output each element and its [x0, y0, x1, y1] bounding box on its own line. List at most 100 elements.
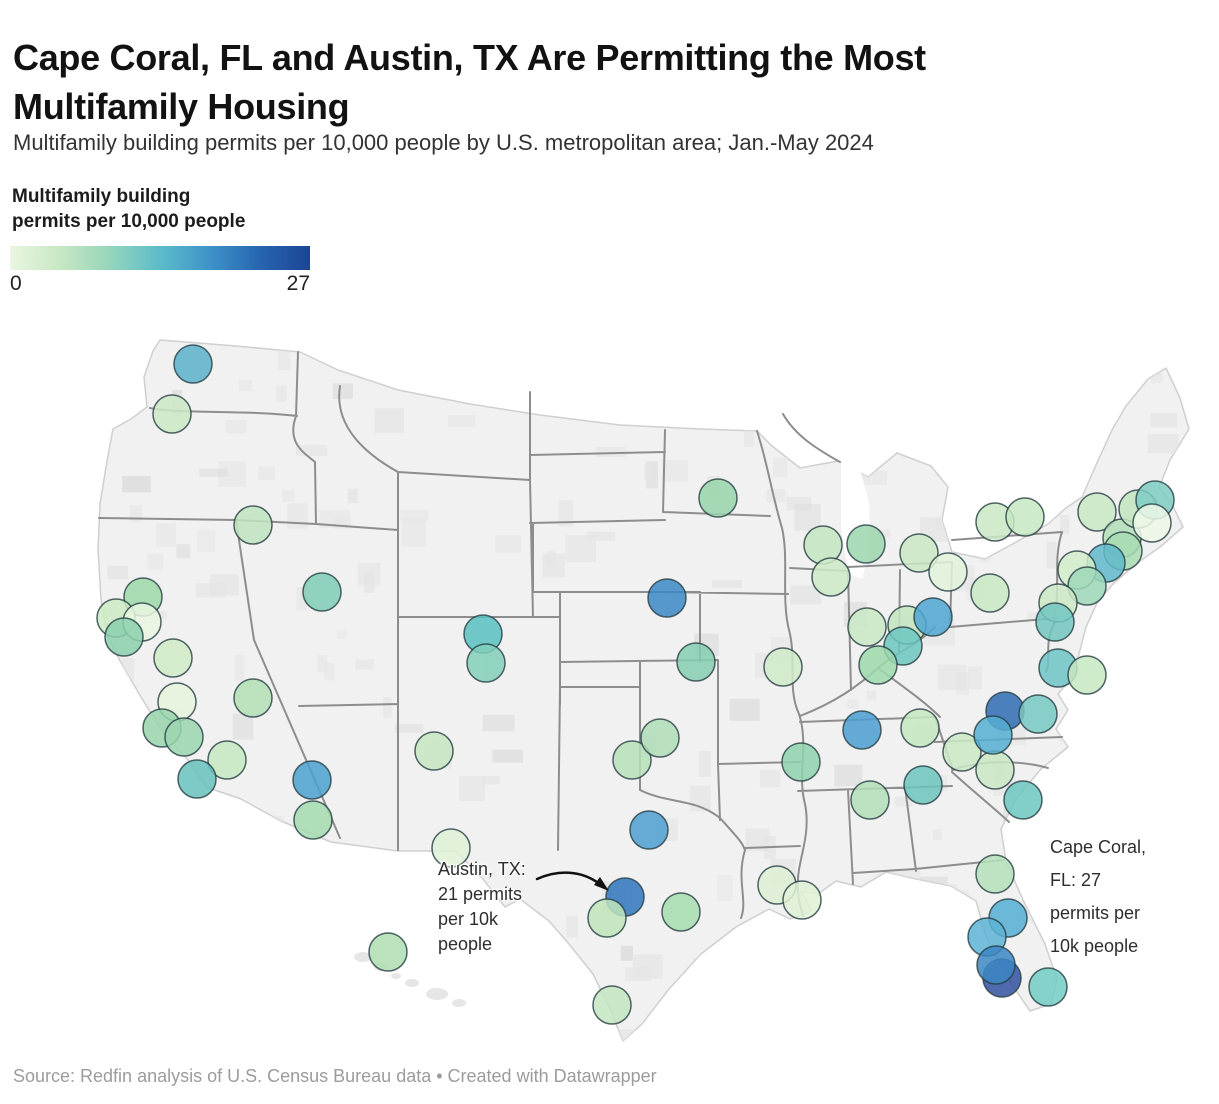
county-patch	[147, 553, 164, 570]
metro-symbol[interactable]	[587, 898, 627, 938]
county-patch	[125, 352, 148, 367]
county-patch	[1071, 405, 1084, 428]
county-patch	[729, 698, 760, 721]
metro-symbol[interactable]	[104, 617, 144, 657]
metro-symbol[interactable]	[928, 552, 968, 592]
county-patch	[107, 565, 129, 580]
county-patch	[595, 446, 627, 458]
metro-symbol[interactable]	[431, 828, 471, 868]
metro-symbol[interactable]	[207, 740, 247, 780]
metro-symbol[interactable]	[846, 524, 886, 564]
county-patch	[776, 1017, 791, 1039]
metro-symbol[interactable]	[976, 945, 1016, 985]
metro-symbol[interactable]	[612, 740, 652, 780]
county-patch	[106, 786, 132, 803]
county-patch	[1147, 433, 1179, 454]
metro-symbol[interactable]	[858, 645, 898, 685]
metro-symbol[interactable]	[466, 643, 506, 683]
county-patch	[928, 941, 940, 958]
county-patch	[856, 407, 889, 426]
county-patch	[407, 955, 427, 973]
metro-symbol[interactable]	[293, 800, 333, 840]
metro-symbol[interactable]	[1005, 497, 1045, 537]
county-patch	[558, 500, 574, 527]
county-patch	[644, 463, 654, 481]
county-patch	[295, 445, 328, 457]
county-patch	[374, 408, 404, 434]
metro-symbol[interactable]	[177, 759, 217, 799]
metro-symbol[interactable]	[292, 760, 332, 800]
legend-title-line2: permits per 10,000 people	[12, 211, 246, 233]
county-patch	[143, 907, 152, 934]
metro-symbol[interactable]	[811, 557, 851, 597]
county-patch	[484, 350, 495, 368]
metro-symbol[interactable]	[1067, 655, 1107, 695]
county-patch	[682, 987, 699, 1003]
county-patch	[272, 815, 285, 828]
metro-symbol[interactable]	[850, 780, 890, 820]
county-patch	[121, 909, 143, 924]
metro-symbol[interactable]	[1003, 780, 1043, 820]
metro-symbol[interactable]	[629, 810, 669, 850]
metro-symbol[interactable]	[173, 344, 213, 384]
metro-symbol[interactable]	[942, 732, 982, 772]
metro-symbol[interactable]	[676, 642, 716, 682]
metro-symbol[interactable]	[975, 854, 1015, 894]
metro-symbol[interactable]	[233, 678, 273, 718]
county-patch	[276, 385, 287, 402]
county-patch	[482, 714, 515, 732]
legend-max-label: 27	[286, 272, 310, 295]
metro-symbol[interactable]	[899, 533, 939, 573]
county-patch	[225, 420, 247, 434]
metro-symbol[interactable]	[975, 750, 1015, 790]
county-patch	[612, 1029, 638, 1041]
county-patch	[620, 945, 633, 961]
metro-symbol[interactable]	[647, 578, 687, 618]
metro-symbol[interactable]	[973, 715, 1013, 755]
county-patch	[1180, 611, 1189, 638]
county-patch	[967, 666, 982, 690]
metro-symbol[interactable]	[1028, 967, 1068, 1007]
metro-symbol[interactable]	[763, 647, 803, 687]
county-patch	[586, 531, 616, 541]
county-patch	[271, 978, 302, 991]
county-patch	[766, 489, 786, 503]
metro-symbol[interactable]	[414, 731, 454, 771]
metro-symbol[interactable]	[302, 572, 342, 612]
metro-symbol[interactable]	[1132, 503, 1172, 543]
metro-symbol[interactable]	[842, 710, 882, 750]
metro-symbol[interactable]	[903, 765, 943, 805]
metro-symbol[interactable]	[782, 880, 822, 920]
county-patch	[895, 796, 913, 807]
metro-symbol[interactable]	[698, 478, 738, 518]
metro-symbol[interactable]	[164, 717, 204, 757]
metro-symbol[interactable]	[1035, 602, 1075, 642]
metro-symbol[interactable]	[640, 718, 680, 758]
metro-symbol[interactable]	[847, 607, 887, 647]
county-patch	[239, 380, 253, 392]
metro-symbol[interactable]	[233, 505, 273, 545]
metro-symbol[interactable]	[970, 573, 1010, 613]
metro-symbol[interactable]	[592, 985, 632, 1025]
metro-symbol[interactable]	[152, 394, 192, 434]
metro-symbol[interactable]	[153, 638, 193, 678]
metro-symbol[interactable]	[1077, 492, 1117, 532]
county-patch	[332, 383, 353, 399]
metro-symbol[interactable]	[1018, 694, 1058, 734]
metro-symbol[interactable]	[661, 892, 701, 932]
county-patch	[920, 910, 933, 936]
legend-gradient-bar[interactable]	[10, 246, 310, 270]
metro-symbol[interactable]	[781, 742, 821, 782]
county-patch	[1149, 595, 1165, 605]
county-patch	[661, 459, 688, 482]
county-patch	[860, 470, 887, 485]
metro-symbol[interactable]	[913, 597, 953, 637]
county-patch	[127, 868, 158, 895]
legend-axis-labels: 0 27	[10, 272, 310, 296]
county-patch	[383, 697, 392, 719]
metro-symbol[interactable]	[900, 708, 940, 748]
metro-symbol[interactable]	[368, 932, 408, 972]
county-patch	[100, 879, 122, 893]
county-patch	[258, 466, 275, 481]
county-patch	[1058, 725, 1070, 742]
